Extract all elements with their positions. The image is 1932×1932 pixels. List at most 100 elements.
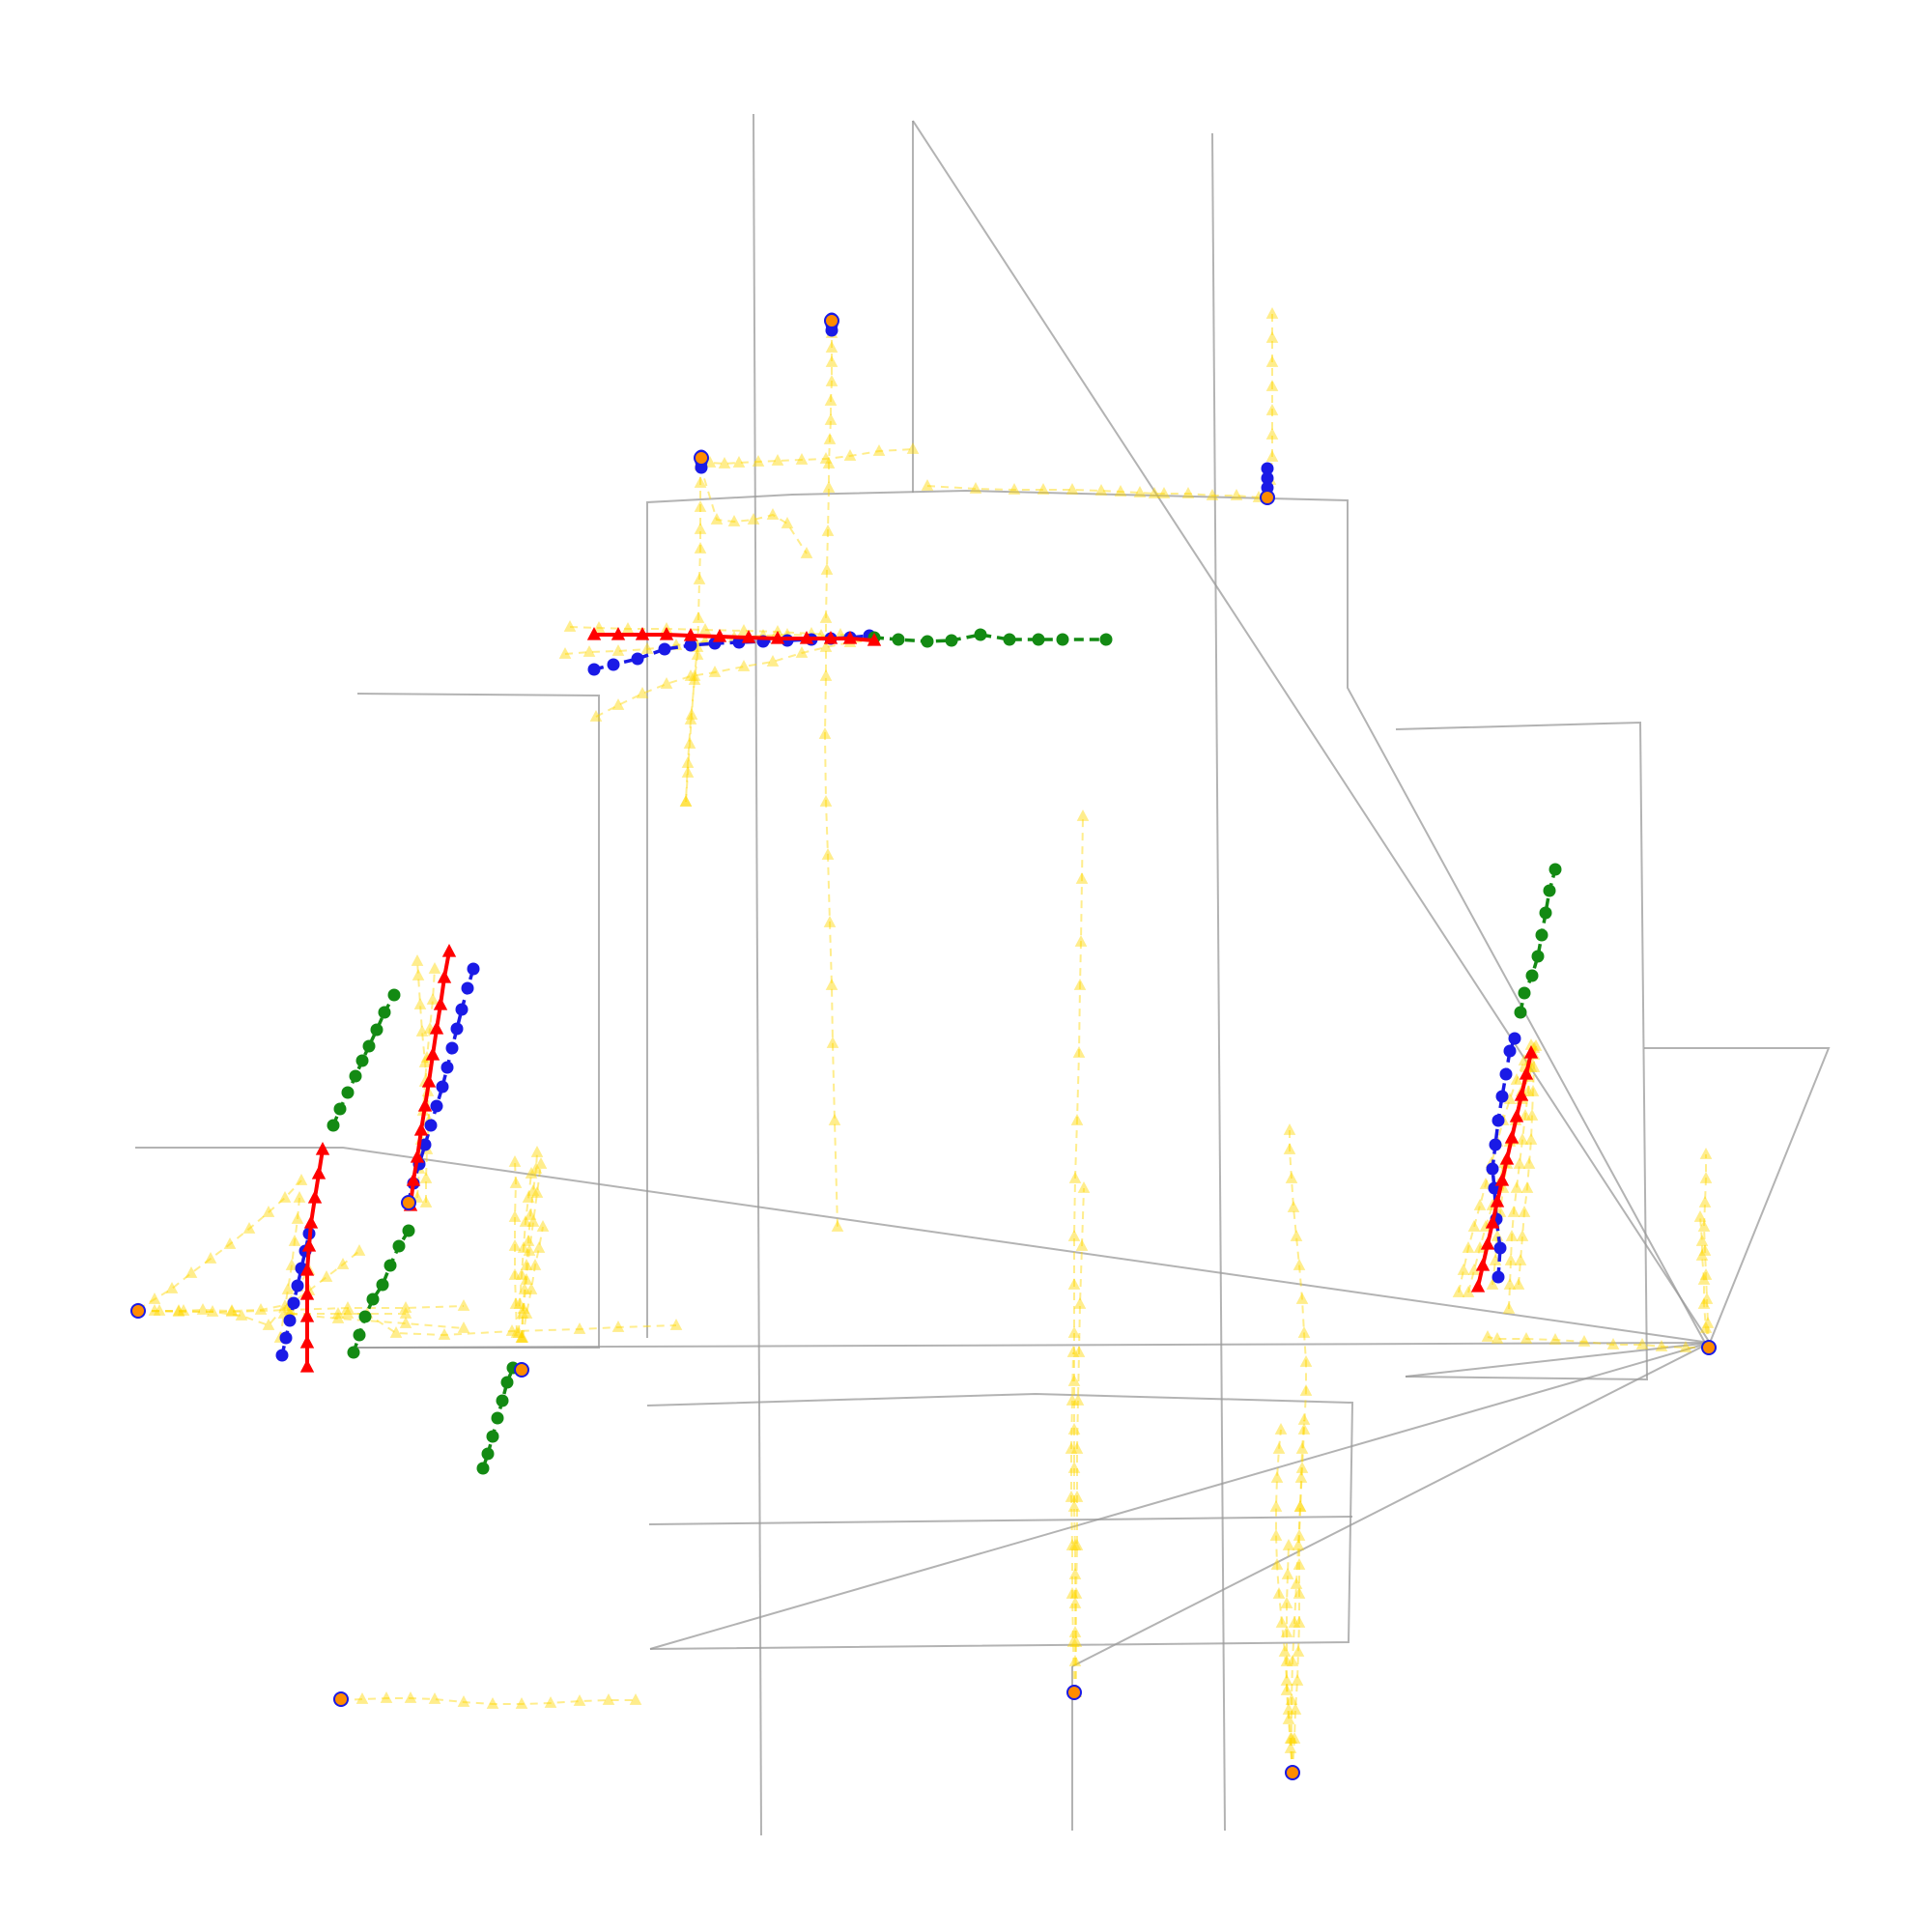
prediction-track-point — [795, 646, 809, 658]
prediction-track-point — [520, 1259, 533, 1270]
prediction-track-point — [426, 993, 440, 1005]
prediction-track-point — [1067, 1326, 1081, 1338]
prediction-track-point — [1065, 1539, 1079, 1550]
prediction-track-point — [1292, 1539, 1305, 1550]
prediction-track-point — [1008, 483, 1021, 495]
prediction-track-point — [1290, 1577, 1303, 1589]
prediction-track-point — [415, 1025, 429, 1037]
prediction-track-point — [669, 1319, 683, 1330]
prediction-track-point — [1133, 486, 1147, 497]
prediction-track-point — [1635, 1338, 1649, 1350]
prediction-track-point — [1265, 404, 1279, 415]
prediction-track-point — [153, 1304, 166, 1316]
prediction-track-line — [685, 464, 701, 803]
prediction-track-point — [528, 1259, 542, 1270]
prediction-track-point — [1148, 487, 1161, 498]
history-track-point — [1492, 1270, 1505, 1284]
prediction-track-point — [1699, 1172, 1713, 1183]
best-prediction-track-point — [611, 627, 626, 640]
prediction-track-line — [1286, 1545, 1293, 1774]
prediction-track-point — [278, 1191, 292, 1203]
prediction-track-point — [1066, 1346, 1080, 1357]
ground-truth-track-point — [384, 1259, 397, 1272]
prediction-track-point — [1697, 1297, 1711, 1309]
ground-truth-track-point — [341, 1086, 355, 1099]
best-prediction-track-point — [307, 1190, 323, 1204]
prediction-track-point — [1524, 1038, 1538, 1050]
prediction-track-point — [819, 640, 833, 652]
agent-marker-4 — [401, 1195, 416, 1210]
prediction-track-line — [521, 1151, 538, 1339]
prediction-track-point — [1491, 1230, 1504, 1241]
ground-truth-track-point — [1525, 969, 1539, 982]
prediction-track-point — [800, 547, 813, 558]
prediction-track-point — [419, 1196, 433, 1208]
prediction-track-point — [688, 673, 701, 685]
prediction-track-point — [515, 1697, 528, 1709]
prediction-track-point — [1695, 1235, 1709, 1246]
prediction-track-line — [338, 1313, 677, 1337]
prediction-track-point — [821, 848, 835, 860]
prediction-track-point — [515, 1331, 528, 1343]
prediction-track-point — [822, 457, 836, 469]
ground-truth-track-point — [366, 1293, 380, 1306]
best-prediction-track-point — [1514, 1088, 1529, 1101]
history-track-point — [279, 1331, 293, 1345]
history-track-point — [684, 639, 697, 652]
prediction-track-point — [1701, 1317, 1715, 1328]
prediction-track-point — [1068, 1539, 1082, 1550]
lane-centerline-7 — [135, 1147, 1711, 1344]
prediction-track-16 — [331, 1307, 683, 1340]
prediction-track-point — [1285, 1693, 1298, 1705]
prediction-track-point — [225, 1305, 239, 1317]
prediction-track-point — [737, 660, 751, 671]
prediction-track-5 — [1264, 307, 1279, 485]
prediction-track-point — [1181, 487, 1195, 498]
prediction-track-point — [636, 687, 649, 698]
prediction-track-point — [1516, 1230, 1529, 1241]
prediction-track-point — [1697, 1220, 1711, 1232]
prediction-track-point — [684, 713, 697, 724]
prediction-track-point — [1069, 1635, 1083, 1647]
prediction-track-point — [1522, 1157, 1536, 1169]
prediction-track-point — [399, 1317, 412, 1328]
prediction-track-point — [512, 1326, 526, 1338]
history-track-point — [1261, 471, 1274, 485]
prediction-track-point — [242, 1222, 256, 1234]
ground-truth-track-point — [1056, 633, 1069, 646]
prediction-track-point — [1067, 1278, 1081, 1290]
prediction-track-point — [766, 508, 780, 520]
prediction-track-point — [826, 1037, 839, 1048]
prediction-track-point — [353, 1244, 366, 1256]
prediction-track-point — [1293, 1616, 1306, 1628]
prediction-track-point — [522, 1235, 535, 1246]
prediction-track-point — [692, 611, 705, 623]
prediction-track-line — [1073, 815, 1084, 1692]
prediction-track-point — [1070, 1539, 1084, 1550]
history-track-point — [1493, 1241, 1507, 1255]
lane-centerline-9 — [1644, 1047, 1831, 1344]
prediction-track-point — [529, 1162, 543, 1174]
prediction-track-point — [1491, 1332, 1504, 1344]
prediction-track-point — [573, 1322, 586, 1334]
best-prediction-track-point — [413, 1122, 429, 1136]
prediction-track-line — [1269, 314, 1273, 481]
prediction-track-25 — [1067, 810, 1090, 1697]
prediction-track-point — [1698, 1196, 1712, 1208]
prediction-track-point — [1293, 1500, 1307, 1512]
prediction-track-point — [291, 1212, 304, 1224]
prediction-track-point — [1282, 1539, 1295, 1550]
prediction-track-1 — [679, 457, 707, 807]
prediction-track-point — [1283, 1123, 1296, 1135]
prediction-track-point — [611, 644, 625, 656]
prediction-track-line — [289, 1313, 465, 1329]
prediction-track-point — [1206, 489, 1219, 500]
best-prediction-track-point — [406, 1173, 421, 1186]
prediction-track-point — [1068, 1172, 1082, 1183]
prediction-track-point — [1068, 1626, 1082, 1637]
agent-markers — [130, 313, 1717, 1780]
prediction-track-line — [138, 1250, 360, 1313]
prediction-track-point — [1065, 1491, 1078, 1502]
best-prediction-track-point — [741, 630, 756, 643]
prediction-track-point — [1293, 1529, 1306, 1541]
